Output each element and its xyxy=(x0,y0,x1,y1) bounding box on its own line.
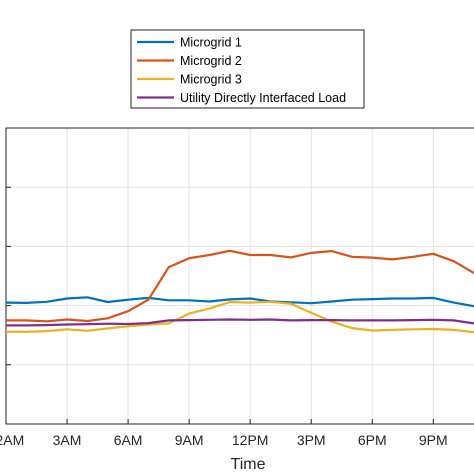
x-tick-label: 12PM xyxy=(232,432,269,448)
legend: Microgrid 1 Microgrid 2 Microgrid 3 Utility… xyxy=(130,29,365,109)
series-line-1 xyxy=(5,296,474,308)
grid-lines xyxy=(5,128,474,424)
legend-label-4: Utility Directly Interfaced Load xyxy=(180,91,346,105)
legend-entries: Microgrid 1 Microgrid 2 Microgrid 3 Utility… xyxy=(137,36,346,105)
x-axis-ticks: 12AM 3AM 6AM 9AM 12PM 3PM 6PM 9PM xyxy=(0,419,448,448)
x-tick-label: 6AM xyxy=(114,432,143,448)
x-axis-label: Time xyxy=(231,456,266,473)
x-tick-label: 9AM xyxy=(175,432,204,448)
series-line-4 xyxy=(6,318,474,327)
x-tick-label: 12AM xyxy=(0,432,24,448)
x-tick-label: 6PM xyxy=(358,432,387,448)
plot-area-frame xyxy=(5,127,474,425)
legend-label-3: Microgrid 3 xyxy=(180,73,242,87)
x-tick-label: 9PM xyxy=(419,432,448,448)
x-tick-label: 3AM xyxy=(53,432,82,448)
legend-label-2: Microgrid 2 xyxy=(180,54,242,68)
legend-label-1: Microgrid 1 xyxy=(180,36,242,50)
x-tick-label: 3PM xyxy=(297,432,326,448)
series-line-3 xyxy=(5,300,474,334)
series-line-2 xyxy=(6,249,474,323)
series-lines xyxy=(5,249,474,334)
